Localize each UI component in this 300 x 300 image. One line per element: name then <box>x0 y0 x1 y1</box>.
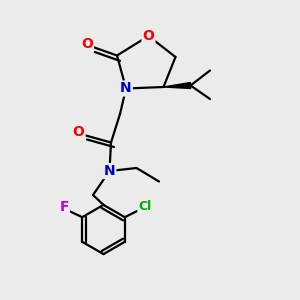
Text: O: O <box>73 125 85 139</box>
Text: N: N <box>120 82 132 95</box>
Text: O: O <box>81 37 93 51</box>
Text: N: N <box>104 164 115 178</box>
Text: Cl: Cl <box>138 200 152 213</box>
Text: F: F <box>59 200 69 214</box>
Text: O: O <box>142 29 154 43</box>
Polygon shape <box>164 82 191 88</box>
